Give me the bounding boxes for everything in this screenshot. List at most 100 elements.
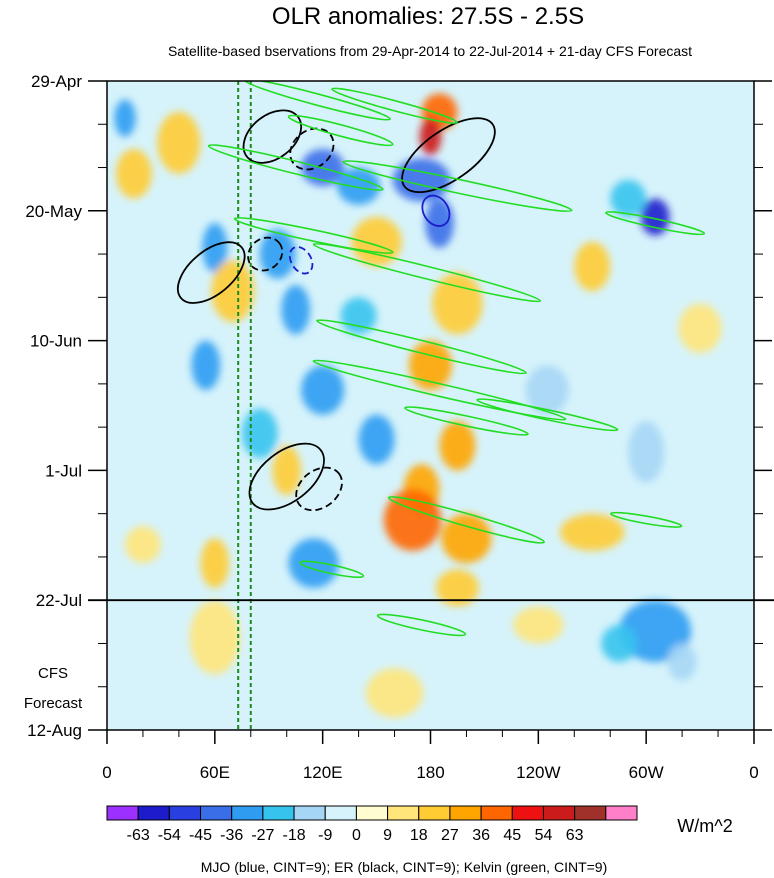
mjo-contour: [288, 246, 314, 275]
mjo-contour: [421, 194, 451, 227]
kelvin-contour: [312, 359, 567, 421]
x-tick-label: 180: [416, 763, 444, 782]
forecast-label-line2: Forecast: [24, 695, 83, 712]
colorbar-swatch: [293, 805, 326, 821]
kelvin-contour: [605, 211, 706, 236]
colorbar-tick-label: -9: [318, 827, 332, 844]
y-axis: 29-Apr 20-May 10-Jun 1-Jul 22-Jul 12-Aug: [25, 72, 772, 740]
colorbar-tick-label: -63: [127, 827, 150, 844]
olr-anomaly-patch: [241, 408, 278, 459]
olr-anomaly-patch: [157, 111, 201, 174]
olr-anomaly-patch: [358, 414, 395, 465]
y-tick-label: 29-Apr: [31, 72, 82, 91]
olr-anomaly-patch: [202, 223, 228, 273]
olr-anomaly-patch: [340, 297, 377, 335]
olr-anomaly-patch: [425, 198, 454, 248]
olr-anomaly-patch: [191, 340, 221, 391]
colorbar-units: W/m^2: [677, 816, 732, 836]
colorbar-tick-label: 45: [503, 827, 521, 844]
colorbar-swatch: [324, 805, 357, 821]
kelvin-contour: [476, 398, 619, 432]
colorbar-swatch: [231, 805, 264, 821]
x-tick-label: 0: [102, 763, 111, 782]
olr-anomaly-patch: [678, 303, 722, 353]
kelvin-contour: [316, 319, 527, 375]
olr-anomaly-patch: [432, 272, 483, 335]
olr-anomaly-patch: [114, 99, 136, 137]
colorbar: -63 -54 -45 -36 -27 -18 -9 0 9 18 27 36 45 54 63: [106, 805, 638, 844]
olr-anomaly-patch: [351, 216, 402, 267]
olr-anomaly-patch: [288, 538, 339, 588]
reference-lines: [237, 81, 252, 730]
colorbar-tick-label: -18: [282, 827, 305, 844]
olr-anomaly-patch: [408, 340, 453, 391]
colorbar-tick-label: 36: [472, 827, 490, 844]
olr-anomaly-patch: [525, 365, 569, 415]
er-contour: [401, 117, 496, 194]
wave-filtered-contours: [177, 81, 706, 637]
kelvin-contour: [207, 144, 384, 191]
olr-anomaly-patch: [189, 600, 240, 675]
olr-anomaly-patch: [667, 643, 697, 681]
colorbar-swatch: [200, 805, 233, 821]
colorbar-swatch: [542, 805, 576, 821]
x-tick-label: 120E: [303, 763, 343, 782]
olr-anomaly-patch: [383, 488, 442, 551]
olr-anomaly-patch: [124, 526, 161, 564]
colorbar-swatch: [480, 805, 513, 821]
colorbar-swatch: [574, 805, 607, 821]
colorbar-tick-label: 0: [352, 827, 361, 844]
olr-anomaly-patch: [272, 445, 302, 496]
er-contour: [248, 442, 325, 511]
colorbar-swatch: [106, 805, 139, 821]
colorbar-tick-label: -54: [158, 827, 181, 844]
colorbar-swatch: [418, 805, 451, 821]
kelvin-contour: [387, 495, 546, 544]
olr-anomaly-patch: [619, 600, 692, 663]
kelvin-contour: [331, 87, 458, 124]
x-tick-label: 0: [749, 763, 758, 782]
er-contour: [295, 466, 343, 512]
chart-subtitle: Satellite-based bservations from 29-Apr-…: [168, 43, 692, 59]
plot-area: [107, 81, 754, 730]
forecast-label-line1: CFS: [38, 665, 68, 682]
y-tick-label: 20-May: [25, 202, 82, 221]
olr-anomaly-patch: [259, 229, 296, 279]
kelvin-contour: [609, 511, 683, 528]
colorbar-tick-label: 18: [410, 827, 428, 844]
olr-anomaly-patch: [628, 420, 665, 483]
kelvin-contour: [312, 242, 542, 303]
olr-anomaly-patch: [559, 513, 625, 551]
olr-anomaly-patch: [513, 606, 564, 644]
olr-anomaly-patch: [574, 241, 611, 292]
x-tick-label: 60W: [629, 763, 664, 782]
er-contour: [247, 236, 284, 272]
colorbar-tick-label: -27: [251, 827, 274, 844]
colorbar-swatch: [387, 805, 420, 821]
colorbar-tick-label: -45: [189, 827, 212, 844]
olr-anomaly-patch: [337, 167, 381, 205]
colorbar-swatch: [168, 805, 202, 821]
colorbar-tick-label: -36: [220, 827, 243, 844]
olr-anomaly-patch: [200, 538, 230, 588]
legend-caption: MJO (blue, CINT=9); ER (black, CINT=9); …: [201, 859, 608, 875]
colorbar-tick-label: 9: [383, 827, 392, 844]
y-tick-label: 22-Jul: [36, 591, 82, 610]
olr-anomaly-patch: [601, 624, 638, 663]
y-tick-label: 12-Aug: [27, 721, 82, 740]
colorbar-tick-label: 63: [566, 827, 584, 844]
kelvin-contour: [404, 406, 529, 436]
colorbar-swatch: [355, 805, 389, 821]
er-contour: [177, 241, 246, 304]
colorbar-tick-label: 27: [441, 827, 459, 844]
colorbar-swatch: [605, 805, 638, 821]
y-tick-label: 1-Jul: [45, 461, 82, 480]
olr-anomaly-patch: [365, 668, 424, 718]
kelvin-contour: [299, 560, 365, 579]
kelvin-contour: [376, 613, 467, 637]
olr-anomaly-patch: [439, 420, 476, 471]
olr-anomaly-field: [114, 93, 722, 718]
x-tick-label: 120W: [516, 763, 560, 782]
colorbar-swatch: [449, 805, 482, 821]
y-tick-label: 10-Jun: [30, 332, 82, 351]
